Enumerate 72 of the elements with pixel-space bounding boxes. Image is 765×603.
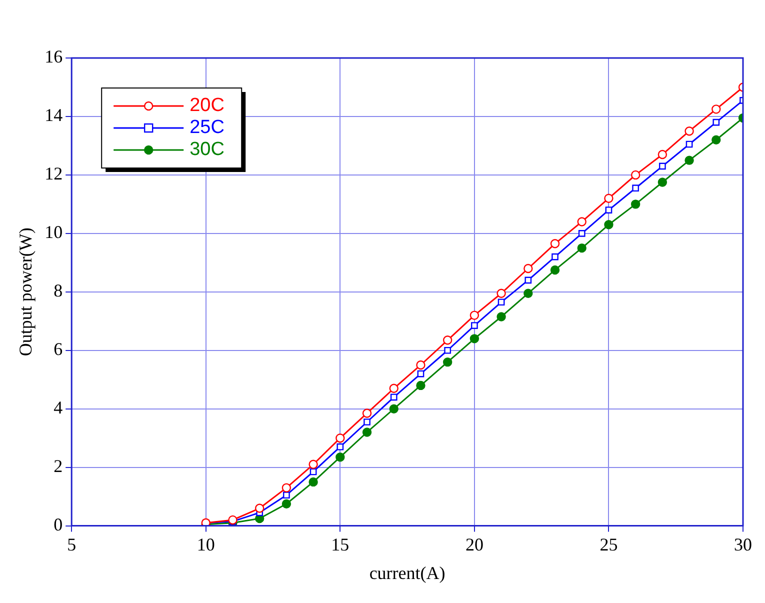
point — [577, 243, 586, 253]
legend-label: 30C — [190, 139, 224, 160]
y-tick-label: 0 — [54, 514, 63, 535]
point — [659, 162, 666, 170]
point — [364, 418, 370, 426]
point — [308, 460, 318, 469]
point — [442, 357, 452, 367]
legend-label: 20C — [190, 95, 224, 116]
point — [658, 150, 668, 160]
point — [684, 126, 694, 136]
point — [442, 336, 452, 345]
point — [524, 288, 533, 298]
point — [390, 394, 398, 401]
point — [282, 499, 292, 508]
point — [658, 178, 668, 187]
x-tick-label: 15 — [331, 534, 350, 554]
point — [416, 380, 426, 390]
point — [336, 452, 345, 462]
point — [471, 322, 478, 329]
point — [336, 433, 345, 443]
x-tick-label: 25 — [600, 534, 618, 554]
x-axis-title: current(A) — [369, 562, 446, 583]
point — [524, 276, 532, 284]
point — [417, 370, 424, 378]
y-tick-label: 16 — [44, 46, 63, 67]
x-tick-label: 30 — [734, 534, 752, 554]
point — [470, 334, 480, 344]
point — [416, 360, 426, 370]
point — [630, 170, 640, 180]
y-axis-title: Output power(W) — [16, 228, 36, 356]
y-tick-label: 6 — [54, 339, 63, 360]
y-tick-label: 12 — [44, 164, 63, 184]
point — [389, 404, 398, 414]
point — [283, 492, 290, 499]
point — [282, 483, 292, 492]
point — [470, 310, 480, 320]
x-tick-label: 10 — [196, 534, 215, 554]
point — [524, 264, 533, 274]
point — [630, 200, 640, 209]
point — [604, 220, 614, 230]
point — [604, 194, 614, 203]
point — [336, 443, 344, 450]
point — [712, 104, 721, 114]
y-tick-label: 10 — [44, 222, 63, 242]
point — [578, 230, 586, 237]
point — [577, 217, 586, 226]
point — [389, 384, 398, 393]
point — [552, 253, 558, 260]
point — [362, 428, 372, 437]
y-tick-label: 4 — [54, 398, 63, 418]
point — [712, 118, 720, 126]
point — [310, 468, 317, 476]
point — [712, 135, 721, 144]
point — [496, 288, 506, 298]
point — [550, 239, 560, 248]
y-tick-label: 2 — [54, 456, 63, 476]
point — [444, 346, 452, 354]
y-tick-label: 8 — [54, 280, 63, 301]
point — [684, 156, 694, 165]
point — [550, 265, 560, 275]
point — [362, 408, 372, 418]
point — [632, 184, 640, 192]
point — [498, 298, 505, 306]
x-tick-label: 5 — [67, 534, 76, 554]
x-tick-label: 20 — [465, 534, 484, 554]
point — [254, 504, 264, 513]
point — [686, 140, 693, 148]
legend-label: 25C — [190, 117, 224, 138]
point — [308, 477, 318, 487]
y-tick-label: 14 — [44, 105, 63, 126]
point — [605, 206, 612, 214]
point — [496, 312, 506, 322]
